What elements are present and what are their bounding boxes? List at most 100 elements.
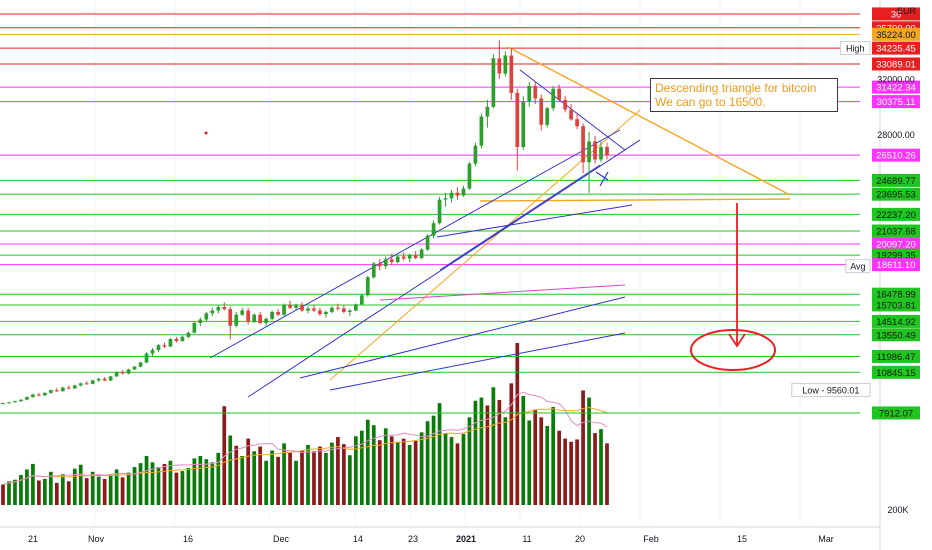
volume-bar — [114, 469, 119, 505]
volume-bar — [156, 467, 161, 505]
volume-bar — [90, 471, 95, 505]
candle-body — [258, 314, 263, 324]
volume-bar — [419, 432, 424, 505]
candle-body — [347, 310, 352, 312]
price-level-tag — [872, 287, 920, 301]
volume-axis-tick: 200K — [887, 505, 908, 515]
candle-body — [60, 387, 65, 392]
volume-bar — [383, 428, 388, 505]
volume-bar — [330, 442, 334, 505]
candle-body — [527, 86, 532, 102]
price-level-tag — [872, 41, 920, 55]
candle-body — [419, 249, 424, 258]
volume-bar — [282, 443, 286, 505]
candle-body — [545, 108, 550, 125]
volume-bar — [132, 467, 137, 505]
candle-body — [66, 387, 71, 389]
candle-body — [383, 259, 388, 267]
volume-bar — [168, 460, 173, 505]
volume-bar — [300, 450, 304, 505]
annotation-line-1: Descending triangle for bitcoin — [655, 81, 817, 95]
time-axis-tick: 15 — [737, 534, 747, 544]
volume-bar — [377, 440, 382, 505]
volume-bar — [150, 462, 155, 505]
price-level-tag — [872, 187, 920, 201]
price-level-label: 22237.20 — [876, 210, 916, 221]
time-axis-tick: 16 — [183, 534, 193, 544]
candle-body — [288, 304, 292, 308]
volume-bar — [186, 467, 191, 505]
volume-bar — [461, 433, 466, 505]
price-level-tag — [872, 349, 920, 363]
volume-bar — [240, 456, 245, 505]
volume-bar — [455, 443, 460, 505]
candle-body — [575, 119, 579, 127]
candle-body — [144, 353, 149, 363]
volume-bar — [563, 438, 567, 505]
volume-bar — [545, 426, 550, 505]
candle-body — [503, 55, 508, 74]
volume-bar — [120, 477, 125, 505]
candle-body — [455, 192, 460, 196]
candle-body — [138, 362, 143, 367]
triangle-base-line — [479, 198, 791, 202]
volume-bar — [347, 455, 352, 505]
price-level-tag — [872, 27, 920, 41]
price-level-label: 7912.07 — [879, 408, 913, 419]
price-level-tag — [872, 7, 920, 21]
volume-bar — [581, 390, 585, 505]
long-support-line — [299, 296, 626, 379]
price-level-tag — [872, 80, 920, 94]
candle-body — [312, 308, 316, 311]
volume-bar — [37, 480, 41, 505]
marker-tag — [791, 383, 871, 398]
price-level-label: 36 — [891, 9, 902, 20]
candle-body — [114, 372, 119, 377]
candle-body — [84, 383, 89, 385]
candle-body — [473, 145, 478, 164]
volume-bar — [425, 421, 430, 505]
candle-body — [365, 277, 370, 296]
volume-bar — [60, 474, 65, 505]
channel-mid-line — [436, 204, 633, 238]
price-level-tag — [872, 328, 920, 342]
price-level-label: 23695.53 — [876, 190, 916, 201]
annotation-box[interactable]: Descending triangle for bitcoin We can g… — [650, 78, 838, 112]
price-level-label: 20097.20 — [876, 240, 916, 251]
candle-body — [150, 350, 155, 354]
candle-body — [174, 338, 179, 342]
price-level-label: 26510.26 — [876, 151, 916, 162]
volume-bar — [569, 441, 573, 505]
candle-body — [168, 338, 173, 347]
candle-body — [246, 310, 251, 322]
marker-label: Low - 9560.01 — [802, 386, 859, 396]
volume-bar — [587, 397, 591, 505]
candle-body — [587, 141, 591, 163]
volume-bar — [401, 438, 406, 505]
channel-upper-line — [209, 129, 621, 359]
marker-label: High — [846, 44, 865, 54]
volume-bar — [210, 462, 215, 505]
marker-tag — [845, 259, 871, 274]
candle-body — [521, 101, 526, 147]
candle-body — [425, 235, 430, 250]
candle-body — [485, 106, 490, 117]
candle-body — [102, 378, 107, 381]
price-level-lines — [0, 13, 860, 414]
volume-bar — [306, 444, 310, 505]
volume-bar — [96, 476, 101, 505]
volume-bar — [144, 456, 149, 505]
price-level-label: 31422.34 — [876, 83, 916, 94]
candle-body — [282, 304, 286, 315]
candle-body — [533, 86, 538, 99]
volume-bar — [270, 450, 274, 505]
volume-bar — [252, 451, 257, 505]
candle-body — [318, 310, 322, 315]
long-support-line-2 — [329, 332, 626, 391]
volume-bar — [485, 405, 490, 505]
volume-bar — [407, 444, 412, 505]
candle-body — [330, 307, 334, 312]
candle-body — [132, 366, 137, 370]
volume-bar — [473, 400, 478, 505]
